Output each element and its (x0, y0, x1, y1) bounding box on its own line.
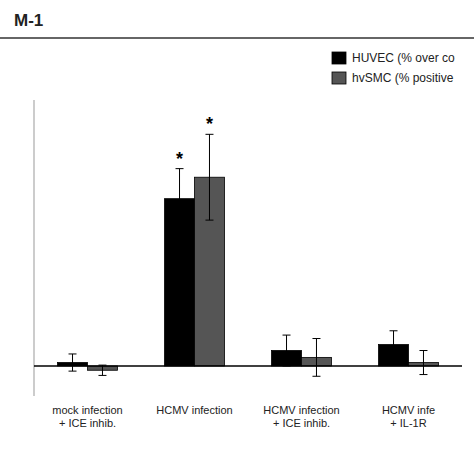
error-cap (176, 228, 184, 229)
error-cap (419, 374, 427, 375)
x-tick-label-line: HCMV infection (263, 404, 339, 416)
x-tick-label-line: + IL-1R (390, 417, 426, 429)
error-bar (419, 351, 427, 375)
error-bar (390, 331, 398, 358)
legend-swatch (332, 72, 346, 84)
error-line (286, 335, 287, 366)
baseline (34, 365, 462, 367)
error-bar (176, 169, 184, 229)
legend-label: HUVEC (% over co (352, 51, 455, 65)
x-tick-label-line: mock infection (52, 404, 122, 416)
plot-marks (58, 134, 439, 376)
error-bar (283, 335, 291, 366)
x-tick-label: HCMV infection+ ICE inhib. (263, 404, 339, 429)
annotation: * (206, 114, 213, 134)
error-line (209, 134, 210, 220)
error-line (316, 339, 317, 377)
x-tick-label: HCMV infection (156, 404, 232, 416)
y-axis-line (34, 100, 35, 396)
error-cap (98, 375, 106, 376)
legend: HUVEC (% over co hvSMC (% positive (332, 51, 455, 85)
error-cap (283, 335, 291, 336)
x-tick-label-line: HCMV infection (156, 404, 232, 416)
x-tick-label: HCMV infe+ IL-1R (382, 404, 435, 429)
error-cap (312, 338, 320, 339)
error-bar (205, 134, 213, 220)
error-bar (69, 354, 77, 371)
error-cap (205, 220, 213, 221)
annotation: * (176, 149, 183, 169)
error-line (423, 351, 424, 375)
error-line (179, 169, 180, 229)
legend-swatch (332, 52, 346, 64)
error-cap (69, 353, 77, 354)
title-rule (0, 37, 474, 39)
error-cap (419, 350, 427, 351)
error-bar (312, 339, 320, 377)
x-tick-label-line: + ICE inhib. (273, 417, 330, 429)
error-cap (390, 358, 398, 359)
chart: M-1 HUVEC (% over co hvSMC (% positive mock… (0, 0, 474, 474)
legend-label: hvSMC (% positive (352, 71, 454, 85)
title: M-1 (14, 11, 43, 30)
x-tick-label-line: HCMV infe (382, 404, 435, 416)
error-cap (69, 371, 77, 372)
error-line (393, 331, 394, 358)
error-cap (390, 330, 398, 331)
x-tick-label-line: + ICE inhib. (59, 417, 116, 429)
x-tick-label: mock infection+ ICE inhib. (52, 404, 122, 429)
error-cap (312, 376, 320, 377)
error-line (72, 354, 73, 371)
